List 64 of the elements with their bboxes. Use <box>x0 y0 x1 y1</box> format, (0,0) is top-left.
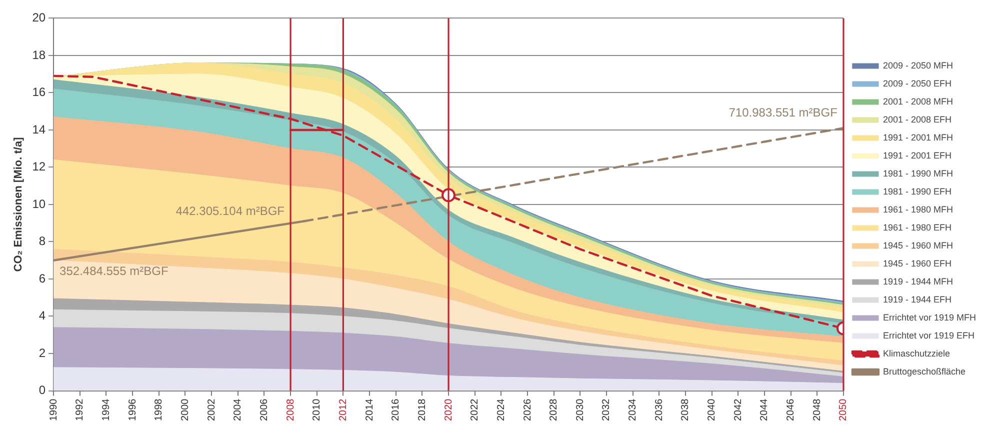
y-axis-title: CO₂ Emissionen [Mio. t/a] <box>12 136 25 272</box>
x-tick-label: 1996 <box>127 398 138 422</box>
x-tick-label: 2030 <box>574 398 586 422</box>
x-tick-label: 2036 <box>654 398 665 422</box>
legend-label: Errichtet vor 1919 EFH <box>882 330 975 340</box>
y-tick-label: 6 <box>38 271 46 286</box>
y-tick-label: 2 <box>38 346 46 360</box>
x-tick-label: 2024 <box>496 398 507 422</box>
x-tick-label: 2026 <box>522 398 534 422</box>
y-tick-label: 12 <box>32 160 46 174</box>
legend-label: Errichtet vor 1919 MFH <box>882 312 976 322</box>
x-tick-label: 2016 <box>390 398 402 422</box>
x-tick-label: 2018 <box>416 398 428 422</box>
legend-label: 1945 - 1960 EFH <box>882 258 952 268</box>
y-tick-label: 10 <box>32 196 46 211</box>
legend-label: 2001 - 2008 MFH <box>882 96 954 106</box>
x-tick-label: 2020 <box>443 398 454 422</box>
x-tick-label: 2034 <box>628 398 639 422</box>
x-tick-label: 2010 <box>312 398 323 422</box>
x-tick-label: 1994 <box>100 398 112 422</box>
x-tick-label: 2004 <box>232 398 244 422</box>
x-tick-label: 2040 <box>706 398 718 422</box>
x-tick-label: 2048 <box>812 398 823 422</box>
y-tick-label: 18 <box>32 48 46 62</box>
legend-label: 2001 - 2008 EFH <box>882 114 952 124</box>
x-tick-label: 2038 <box>680 398 692 422</box>
legend-label: 1961 - 1980 MFH <box>882 204 954 214</box>
x-tick-label: 2046 <box>786 398 797 422</box>
x-tick-label: 1998 <box>154 398 165 422</box>
legend-label: Bruttogeschoßfläche <box>882 366 966 376</box>
y-tick-label: 16 <box>32 85 46 100</box>
x-tick-label: 1992 <box>74 398 86 422</box>
x-tick-label: 2000 <box>180 398 191 422</box>
x-tick-label: 1990 <box>48 398 60 422</box>
y-tick-label: 14 <box>32 122 46 136</box>
legend-label: 1981 - 1990 EFH <box>882 186 952 196</box>
x-tick-label: 2012 <box>338 398 349 422</box>
legend-label: Klimaschutzziele <box>882 348 950 358</box>
legend-label: 2009 - 2050 EFH <box>882 78 952 88</box>
legend-label: 1945 - 1960 MFH <box>882 240 954 250</box>
x-tick-label: 2044 <box>759 398 770 422</box>
legend-label: 1919 - 1944 MFH <box>882 276 954 286</box>
x-tick-label: 2022 <box>470 398 481 422</box>
x-tick-label: 2042 <box>732 398 744 422</box>
annotation: 442.305.104 m²BGF <box>176 204 285 218</box>
x-tick-label: 2014 <box>364 398 376 422</box>
legend-label: 1991 - 2001 EFH <box>882 150 952 160</box>
x-tick-label: 2002 <box>206 398 218 422</box>
annotation: 710.983.551 m²BGF <box>728 106 838 120</box>
legend-label: 1919 - 1944 EFH <box>882 294 952 304</box>
y-tick-label: 4 <box>38 308 46 323</box>
x-tick-label: 2050 <box>838 398 850 422</box>
y-tick-label: 20 <box>32 10 46 25</box>
x-tick-label: 2008 <box>285 398 296 422</box>
x-tick-label: 2032 <box>601 398 612 422</box>
x-tick-label: 2028 <box>548 398 560 422</box>
x-tick-label: 2006 <box>258 398 270 422</box>
y-tick-label: 8 <box>38 234 46 248</box>
legend-label: 1981 - 1990 MFH <box>882 168 954 178</box>
legend-label: 2009 - 2050 MFH <box>882 60 954 70</box>
legend-label: 1961 - 1980 EFH <box>882 222 952 232</box>
legend-label: 1991 - 2001 MFH <box>882 132 954 142</box>
y-tick-label: 0 <box>38 383 46 398</box>
annotation: 352.484.555 m²BGF <box>60 264 168 278</box>
